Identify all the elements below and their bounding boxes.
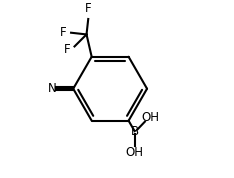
Text: F: F: [64, 43, 70, 56]
Text: F: F: [60, 26, 67, 39]
Text: F: F: [85, 2, 91, 15]
Text: OH: OH: [141, 111, 159, 124]
Text: OH: OH: [126, 146, 144, 159]
Text: N: N: [47, 82, 56, 95]
Text: B: B: [131, 125, 139, 138]
